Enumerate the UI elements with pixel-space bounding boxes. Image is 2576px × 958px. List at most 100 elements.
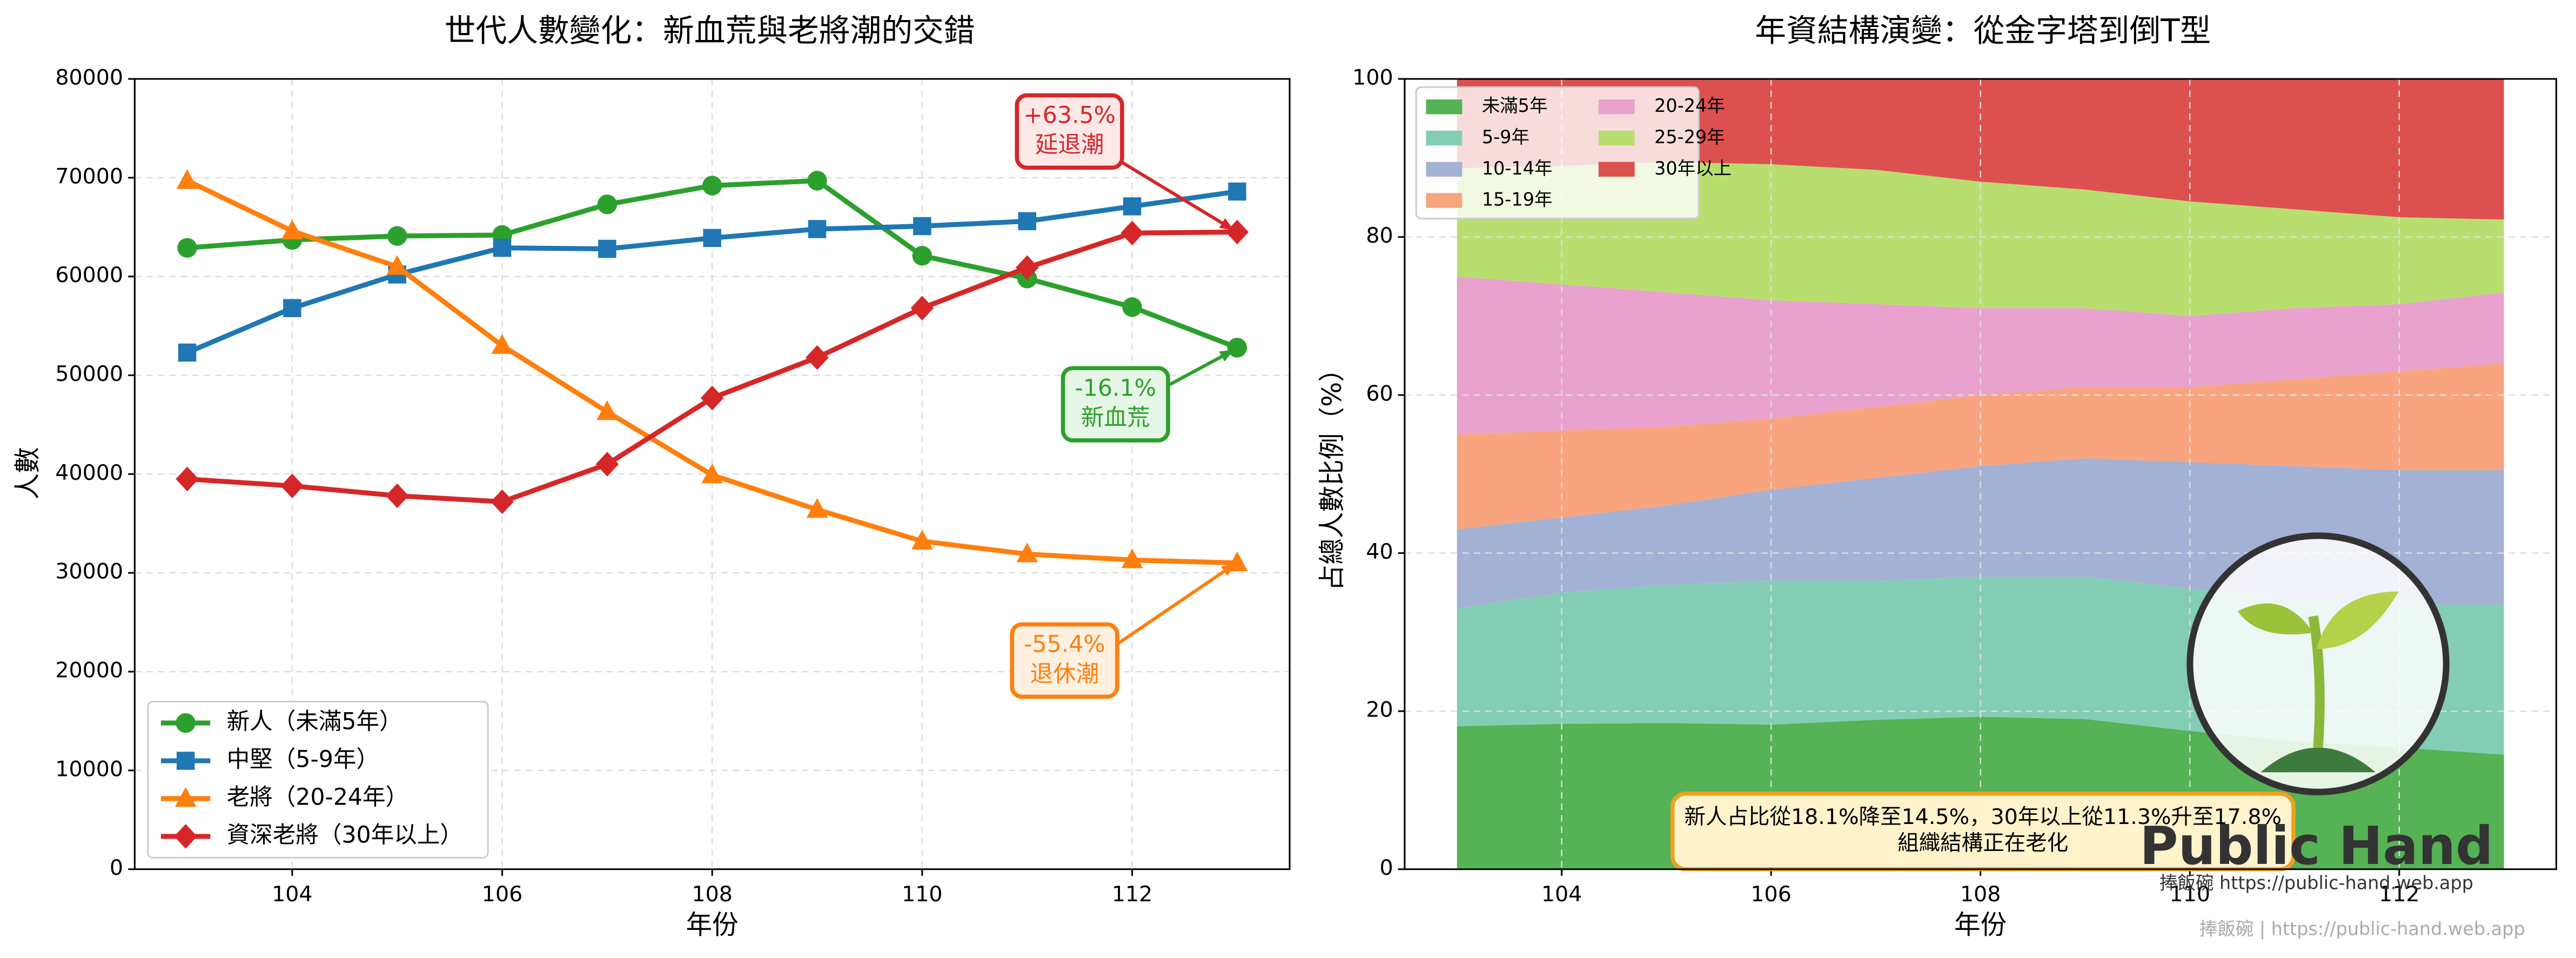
annotation-arrow [1116,158,1235,232]
legend-swatch [1598,99,1635,115]
y-tick-label: 80000 [55,65,123,90]
logo: Public Hand 捧飯碗 https://public-hand.web.… [2139,532,2493,894]
annotation-box [1010,622,1119,699]
y-tick-label: 20000 [55,658,123,683]
marker [1122,297,1142,317]
marker [912,246,933,266]
legend-box [147,701,489,859]
marker [595,452,619,477]
legend-label: 25-29年 [1654,126,1725,148]
marker [911,530,933,550]
x-axis-label: 年份 [686,910,739,940]
annotation-box [1061,366,1170,443]
annotation-text: -55.4% [1024,631,1105,658]
marker [1227,338,1247,358]
y-tick-label: 50000 [55,361,123,386]
annotation-text: 延退潮 [1035,131,1104,158]
marker [1228,182,1246,201]
y-tick-label: 20 [1366,698,1393,722]
annotation-text: 退休潮 [1030,660,1099,687]
logo-stem [2308,615,2325,748]
legend-label: 30年以上 [1654,158,1732,179]
marker [491,334,513,354]
annotation-arrowhead [1219,350,1234,362]
marker [597,195,618,215]
logo-url: 捧飯碗 https://public-hand.web.app [2159,873,2473,894]
marker [386,255,408,275]
y-tick-label: 80 [1366,223,1393,248]
y-axis-label: 占總人數比例（%） [1317,356,1347,591]
marker [806,498,828,518]
legend-box [1415,86,1700,220]
legend-swatch [1598,130,1635,146]
chart-title: 年資結構演變：從金字塔到倒T型 [1755,12,2211,49]
annotation-box [1015,93,1124,170]
y-tick-label: 40 [1366,539,1393,564]
marker [281,219,303,239]
legend: 未滿5年 5-9年 10-14年 15-19年 20-24年 25-29年 30年以上 [1415,86,1732,220]
annotation-arrowhead [1219,218,1234,230]
marker [177,238,197,258]
legend-label: 20-24年 [1654,95,1725,116]
legend-label: 資深老將（30年以上） [227,821,463,848]
x-axis-label: 年份 [1954,910,2007,940]
marker [174,824,197,849]
legend-label: 15-19年 [1482,189,1553,210]
y-tick-label: 60 [1366,381,1393,406]
x-tick-label: 108 [1960,882,2001,907]
legend-label: 新人（未滿5年） [227,708,403,735]
x-tick-label: 104 [272,882,312,907]
y-tick-label: 70000 [55,164,123,189]
x-tick-label: 108 [692,882,732,907]
marker [703,229,721,247]
legend-swatch [1426,130,1463,146]
marker [702,176,722,196]
marker [701,463,723,484]
annotation-arrowhead [1220,564,1236,577]
logo-leaf [2237,603,2313,635]
marker [385,483,409,508]
x-tick-label: 104 [1541,882,1582,907]
y-tick-label: 0 [1379,855,1393,880]
marker [176,169,198,189]
x-tick-label: 112 [2379,882,2419,907]
marker [178,343,197,362]
x-tick-label: 106 [1750,882,1791,907]
annotation-arrow [1116,562,1237,646]
annotation-text: -16.1% [1075,374,1156,401]
plot-frame [133,78,1291,870]
marker [1123,197,1142,216]
y-tick-label: 0 [110,855,123,880]
marker [491,489,514,514]
legend-label: 中堅（5-9年） [227,746,379,773]
marker [1121,548,1143,568]
marker [387,226,407,246]
legend-label: 10-14年 [1482,158,1553,179]
marker [1015,255,1039,280]
legend-swatch [1426,162,1463,177]
marker [910,296,934,321]
marker [913,217,931,236]
marker [1016,542,1038,562]
logo-leaf [2316,591,2399,649]
logo-soil [2260,747,2376,773]
x-tick-label: 110 [2170,882,2210,907]
footer: 捧飯碗 | https://public-hand.web.app [2199,919,2525,940]
x-tick-label: 112 [1112,882,1152,907]
legend-swatch [1426,99,1463,115]
legend: 新人（未滿5年） 中堅（5-9年） 老將（20-24年） 資深老將（30年以上） [147,701,489,859]
marker [493,238,512,257]
y-tick-label: 30000 [55,559,123,584]
annotation-text: 組織結構正在老化 [1897,831,2068,856]
marker [807,171,827,191]
y-tick-label: 100 [1352,65,1393,90]
y-axis-label: 人數 [13,447,43,499]
y-tick-label: 10000 [55,756,123,781]
marker [598,239,616,258]
x-tick-label: 110 [902,882,942,907]
marker [283,299,301,317]
area [1457,363,2504,530]
legend-label: 未滿5年 [1482,95,1548,116]
